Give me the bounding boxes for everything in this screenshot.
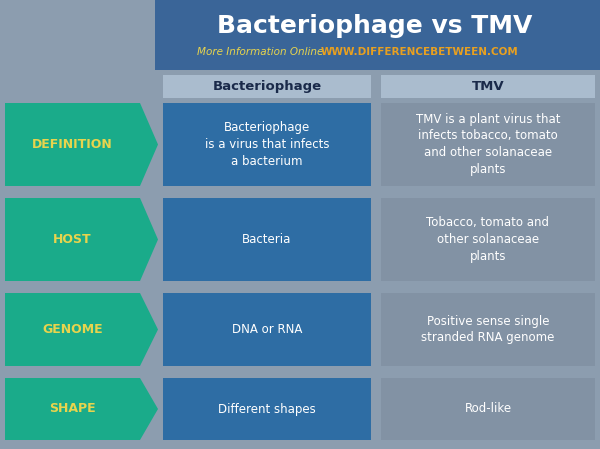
FancyBboxPatch shape [381,75,595,98]
FancyBboxPatch shape [163,75,371,98]
Text: GENOME: GENOME [42,323,103,336]
Text: Tobacco, tomato and
other solanaceae
plants: Tobacco, tomato and other solanaceae pla… [427,216,550,263]
Text: SHAPE: SHAPE [49,402,96,415]
Text: WWW.DIFFERENCEBETWEEN.COM: WWW.DIFFERENCEBETWEEN.COM [321,47,519,57]
Text: Positive sense single
stranded RNA genome: Positive sense single stranded RNA genom… [421,314,554,344]
Text: DEFINITION: DEFINITION [32,138,113,151]
Text: Different shapes: Different shapes [218,402,316,415]
Text: HOST: HOST [53,233,92,246]
FancyBboxPatch shape [381,198,595,281]
Text: Bacteriophage: Bacteriophage [212,80,322,93]
FancyBboxPatch shape [381,293,595,366]
Text: TMV: TMV [472,80,505,93]
FancyBboxPatch shape [163,103,371,186]
FancyBboxPatch shape [163,378,371,440]
Text: Bacteriophage vs TMV: Bacteriophage vs TMV [217,14,533,38]
FancyBboxPatch shape [155,0,600,70]
Text: Bacteria: Bacteria [242,233,292,246]
FancyBboxPatch shape [163,293,371,366]
Polygon shape [5,103,158,186]
Text: Bacteriophage
is a virus that infects
a bacterium: Bacteriophage is a virus that infects a … [205,121,329,168]
Text: TMV is a plant virus that
infects tobacco, tomato
and other solanaceae
plants: TMV is a plant virus that infects tobacc… [416,113,560,176]
Text: DNA or RNA: DNA or RNA [232,323,302,336]
Text: Rod-like: Rod-like [464,402,512,415]
FancyBboxPatch shape [163,198,371,281]
Polygon shape [5,293,158,366]
FancyBboxPatch shape [381,103,595,186]
FancyBboxPatch shape [381,378,595,440]
Polygon shape [5,198,158,281]
Text: More Information Online: More Information Online [197,47,323,57]
Polygon shape [5,378,158,440]
